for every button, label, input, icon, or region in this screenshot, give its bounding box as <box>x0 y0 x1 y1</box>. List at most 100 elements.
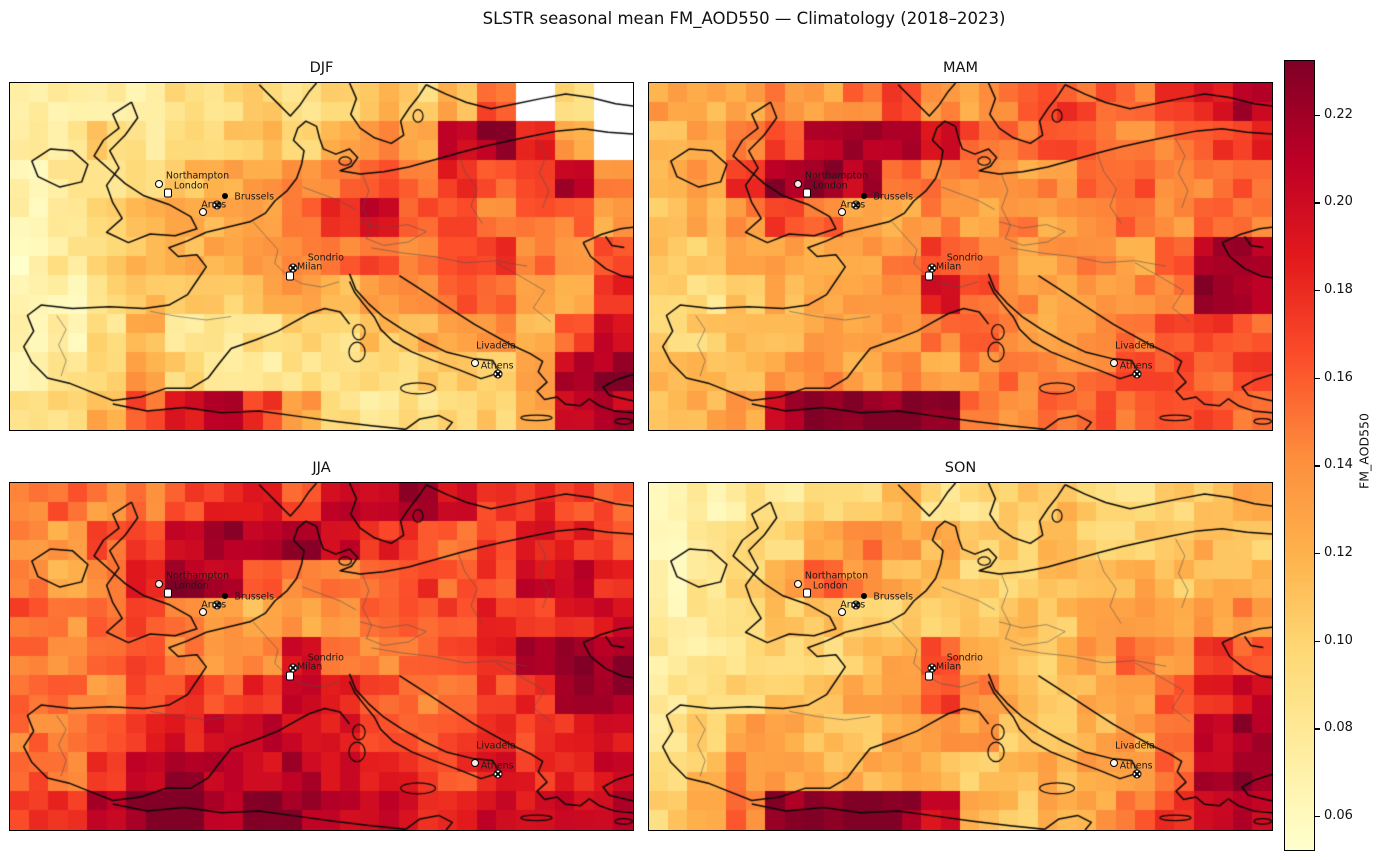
city-marker-athens <box>1132 369 1142 379</box>
panel-djf: DJF Northampton London Brussels Arras Sondri… <box>9 60 634 431</box>
city-marker-arras-station <box>198 608 207 617</box>
city-label-athens: Athens <box>1119 360 1153 372</box>
panel-title-jja: JJA <box>312 460 331 476</box>
city-marker-athens <box>493 769 503 779</box>
city-marker-northampton <box>154 180 163 189</box>
city-label-arras: Arras <box>840 199 866 211</box>
city-label-livadeia: Livadeia <box>476 739 516 751</box>
city-marker-arras <box>212 200 222 210</box>
colorbar-tick-label: 0.18 <box>1324 282 1353 298</box>
city-marker-livadeia <box>470 358 479 367</box>
colorbar-tick-label: 0.14 <box>1324 457 1353 473</box>
city-label-london: London <box>812 180 848 192</box>
colorbar <box>1284 60 1315 851</box>
colorbar-gradient <box>1285 61 1314 850</box>
colorbar-tick <box>1315 640 1320 642</box>
city-label-sondrio: Sondrio <box>946 652 983 664</box>
city-label-northampton: Northampton <box>165 169 230 181</box>
city-label-london: London <box>173 180 209 192</box>
colorbar-tick-label: 0.16 <box>1324 369 1353 385</box>
colorbar-tick-label: 0.20 <box>1324 194 1353 210</box>
city-label-northampton: Northampton <box>804 169 869 181</box>
city-label-athens: Athens <box>1119 760 1153 772</box>
colorbar-tick <box>1315 465 1320 467</box>
city-marker-arras-station <box>837 608 846 617</box>
map-canvas-son <box>649 483 1272 830</box>
city-marker-milan <box>924 271 933 281</box>
colorbar-tick-label: 0.06 <box>1324 808 1353 824</box>
city-label-london: London <box>173 580 209 592</box>
city-label-milan: Milan <box>935 661 962 673</box>
city-marker-arras <box>851 600 861 610</box>
colorbar-tick-label: 0.12 <box>1324 545 1353 561</box>
city-marker-northampton <box>793 180 802 189</box>
city-marker-london <box>802 188 811 198</box>
city-marker-london <box>163 188 172 198</box>
colorbar-tick <box>1315 114 1320 117</box>
city-label-northampton: Northampton <box>804 569 869 581</box>
city-label-livadeia: Livadeia <box>476 339 516 351</box>
map-canvas-mam <box>649 83 1272 430</box>
map-overlay-mam: Northampton London Brussels Arras Sondrio Mil… <box>649 83 1272 430</box>
map-overlay-jja: Northampton London Brussels Arras Sondrio Mil… <box>10 483 633 830</box>
panel-jja: JJA Northampton London Brussels Arras Sondri… <box>9 460 634 831</box>
city-label-northampton: Northampton <box>165 569 230 581</box>
map-overlay-djf: Northampton London Brussels Arras Sondrio Mil… <box>10 83 633 430</box>
figure-title: SLSTR seasonal mean FM_AOD550 — Climatol… <box>482 9 1006 28</box>
city-marker-london <box>163 588 172 598</box>
city-marker-livadeia <box>1109 758 1118 767</box>
city-marker-milan <box>285 671 294 681</box>
city-marker-athens <box>493 369 503 379</box>
colorbar-tick <box>1315 202 1320 204</box>
city-marker-arras <box>851 200 861 210</box>
colorbar-tick-label: 0.08 <box>1324 720 1353 736</box>
colorbar-tick <box>1315 377 1320 379</box>
panel-mam: MAM Northampton London Brussels Arras Sondri… <box>648 60 1273 431</box>
city-label-sondrio: Sondrio <box>946 252 983 264</box>
colorbar-label: FM_AOD550 <box>1356 413 1372 489</box>
panel-title-mam: MAM <box>943 60 978 76</box>
city-marker-milan <box>285 271 294 281</box>
city-marker-northampton <box>793 580 802 589</box>
city-marker-arras-station <box>837 208 846 217</box>
map-overlay-son: Northampton London Brussels Arras Sondrio Mil… <box>649 483 1272 830</box>
city-label-brussels: Brussels <box>873 591 914 603</box>
city-label-athens: Athens <box>480 760 514 772</box>
panel-title-djf: DJF <box>309 60 334 76</box>
city-label-sondrio: Sondrio <box>307 252 344 264</box>
colorbar-tick <box>1315 290 1320 292</box>
colorbar-tick-label: 0.22 <box>1324 106 1353 122</box>
city-marker-livadeia <box>1109 358 1118 367</box>
city-label-brussels: Brussels <box>234 191 275 203</box>
city-label-milan: Milan <box>935 261 962 273</box>
city-label-livadeia: Livadeia <box>1115 739 1155 751</box>
city-marker-brussels <box>860 593 867 600</box>
city-marker-arras-station <box>198 208 207 217</box>
city-label-london: London <box>812 580 848 592</box>
city-marker-brussels <box>860 193 867 200</box>
city-label-arras: Arras <box>201 199 227 211</box>
city-marker-brussels <box>221 593 228 600</box>
city-marker-livadeia <box>470 758 479 767</box>
city-label-arras: Arras <box>840 599 866 611</box>
map-canvas-djf <box>10 83 633 430</box>
city-marker-london <box>802 588 811 598</box>
panel-son: SON Northampton London Brussels Arras Sondri… <box>648 460 1273 831</box>
colorbar-tick <box>1315 728 1320 730</box>
colorbar-tick <box>1315 553 1320 555</box>
city-marker-northampton <box>154 580 163 589</box>
city-label-sondrio: Sondrio <box>307 652 344 664</box>
city-label-brussels: Brussels <box>873 191 914 203</box>
city-label-arras: Arras <box>201 599 227 611</box>
city-label-brussels: Brussels <box>234 591 275 603</box>
city-marker-arras <box>212 600 222 610</box>
city-marker-athens <box>1132 769 1142 779</box>
colorbar-tick <box>1315 815 1320 818</box>
city-label-athens: Athens <box>480 360 514 372</box>
map-canvas-jja <box>10 483 633 830</box>
city-marker-brussels <box>221 193 228 200</box>
city-label-milan: Milan <box>296 661 323 673</box>
panel-title-son: SON <box>944 460 977 476</box>
colorbar-tick-label: 0.10 <box>1324 632 1353 648</box>
